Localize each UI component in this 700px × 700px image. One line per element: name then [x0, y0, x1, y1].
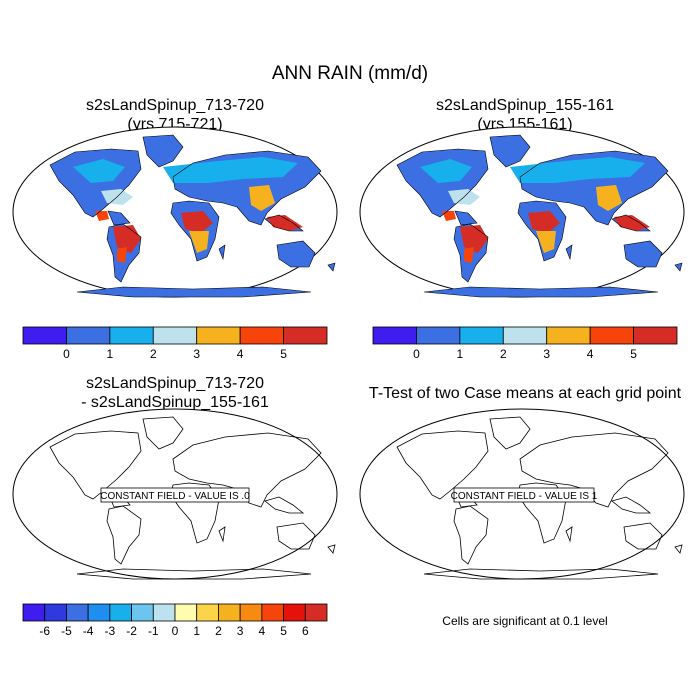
colorbar-rain-left-swatch [109, 326, 154, 345]
colorbar-difference-tick-label: 5 [280, 624, 287, 638]
colorbar-rain-right-tick-label: 0 [413, 347, 420, 361]
panel-3-title-line1: s2sLandSpinup_713-720 [86, 375, 264, 392]
colorbar-rain-left: 0 1 2 3 4 5 [22, 326, 328, 361]
ttest-constant-label: CONSTANT FIELD - VALUE IS 1 [451, 491, 598, 502]
panel-3-title-line2: - s2sLandSpinup_155-161 [81, 394, 269, 411]
colorbar-difference-swatch [218, 603, 241, 622]
colorbar-difference-swatch [152, 603, 176, 622]
colorbar-rain-right-swatch [372, 326, 417, 345]
colorbar-difference-swatch [174, 603, 198, 622]
colorbar-difference-tick-label: -4 [83, 624, 94, 638]
colorbar-rain-left-swatch [239, 326, 284, 345]
map-panel-case2 [359, 126, 685, 298]
map-panel-difference: CONSTANT FIELD - VALUE IS .0 [12, 408, 338, 580]
map-panel-case1 [12, 126, 338, 298]
colorbar-rain-left-swatch [196, 326, 241, 345]
colorbar-difference-tick-label: -5 [61, 624, 72, 638]
colorbar-rain-right-tick-label: 3 [543, 347, 550, 361]
colorbar-rain-left-tick-label: 3 [193, 347, 200, 361]
colorbar-rain-right-swatch [459, 326, 504, 345]
colorbar-rain-right-tick-label: 1 [457, 347, 464, 361]
colorbar-difference-swatch [239, 603, 263, 622]
colorbar-difference-swatch [87, 603, 111, 622]
colorbar-rain-left-swatch [66, 326, 111, 345]
colorbar-difference-swatch [22, 603, 46, 622]
colorbar-rain-left-tick-label: 4 [237, 347, 244, 361]
panel-3-title: s2sLandSpinup_713-720 - s2sLandSpinup_15… [23, 374, 327, 412]
colorbar-difference-swatch [196, 603, 219, 622]
colorbar-rain-right-tick-label: 2 [500, 347, 507, 361]
colorbar-difference: -6 -5 -4 -3 -2 -1 0 1 2 3 4 5 6 [22, 603, 328, 638]
colorbar-rain-right-swatch [416, 326, 461, 345]
map-panel-ttest: CONSTANT FIELD - VALUE IS 1 [359, 408, 685, 580]
colorbar-rain-left-swatch [283, 326, 328, 345]
colorbar-rain-right: 0 1 2 3 4 5 [372, 326, 678, 361]
colorbar-rain-right-tick-label: 4 [587, 347, 594, 361]
colorbar-rain-left-swatch [152, 326, 198, 345]
panel-1-title-line1: s2sLandSpinup_713-720 [86, 97, 264, 114]
colorbar-difference-swatch [44, 603, 67, 622]
colorbar-rain-right-swatch [502, 326, 548, 345]
colorbar-rain-left-tick-label: 1 [107, 347, 114, 361]
colorbar-difference-tick-label: 2 [215, 624, 222, 638]
colorbar-difference-tick-label: -2 [126, 624, 137, 638]
colorbar-difference-swatch [283, 603, 306, 622]
colorbar-rain-right-tick-label: 5 [630, 347, 637, 361]
colorbar-difference-tick-label: 3 [237, 624, 244, 638]
colorbar-rain-left-tick-label: 2 [150, 347, 157, 361]
colorbar-rain-left-tick-label: 5 [280, 347, 287, 361]
panel-4-title: T-Test of two Case means at each grid po… [360, 384, 690, 403]
figure-title: ANN RAIN (mm/d) [271, 63, 429, 84]
colorbar-difference-tick-label: 1 [193, 624, 200, 638]
colorbar-difference-swatch [261, 603, 284, 622]
colorbar-difference-tick-label: 0 [172, 624, 179, 638]
colorbar-difference-swatch [66, 603, 89, 622]
colorbar-difference-tick-label: -3 [105, 624, 116, 638]
colorbar-rain-left-swatch [22, 326, 67, 345]
significance-note: Cells are significant at 0.1 level [442, 614, 608, 628]
colorbar-rain-right-swatch [633, 326, 678, 345]
colorbar-difference-swatch [131, 603, 154, 622]
colorbar-difference-swatch [304, 603, 328, 622]
panel-4-title-line1: T-Test of two Case means at each grid po… [368, 385, 682, 402]
colorbar-difference-swatch [109, 603, 132, 622]
colorbar-difference-tick-label: 6 [302, 624, 309, 638]
difference-constant-label: CONSTANT FIELD - VALUE IS .0 [100, 491, 250, 502]
colorbar-difference-tick-label: -6 [39, 624, 50, 638]
panel-2-title-line1: s2sLandSpinup_155-161 [436, 97, 614, 114]
colorbar-rain-right-swatch [546, 326, 591, 345]
colorbar-rain-right-swatch [589, 326, 634, 345]
colorbar-rain-left-tick-label: 0 [63, 347, 70, 361]
colorbar-difference-tick-label: 4 [259, 624, 266, 638]
colorbar-difference-tick-label: -1 [148, 624, 159, 638]
